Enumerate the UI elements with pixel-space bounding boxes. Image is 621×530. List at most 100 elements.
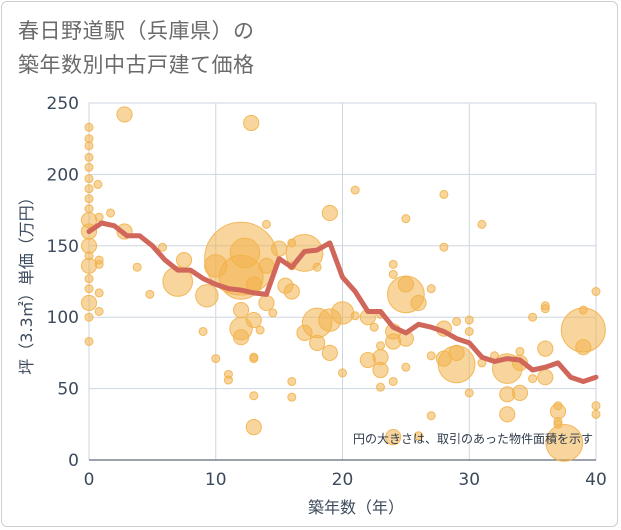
- bubble-point: [376, 382, 386, 392]
- bubble-point: [84, 162, 94, 172]
- y-tick-label: 100: [47, 308, 79, 328]
- y-tick-label: 150: [47, 237, 79, 257]
- bubble-point: [287, 376, 297, 386]
- bubble-point: [410, 294, 427, 312]
- bubble-point: [106, 208, 116, 218]
- bubble-point: [245, 311, 262, 329]
- bubble-point: [249, 391, 259, 401]
- bubble-point: [401, 214, 411, 224]
- bubble-point: [321, 344, 338, 361]
- bubble-point: [195, 284, 219, 308]
- y-tick-label: 250: [47, 94, 79, 114]
- bubble-point: [162, 266, 194, 297]
- bubble-point: [158, 242, 168, 252]
- bubble-point: [261, 219, 271, 229]
- average-price-line: [86, 220, 599, 384]
- trend-line-layer: [86, 220, 599, 384]
- bubble-point: [537, 369, 554, 386]
- bubble-point: [426, 284, 436, 294]
- bubble-point: [94, 288, 104, 298]
- bubble-point: [309, 334, 326, 352]
- bubble-point: [145, 289, 155, 299]
- bubble-point: [93, 179, 103, 189]
- bubble-point: [249, 354, 259, 364]
- x-tick-label: 10: [205, 470, 227, 490]
- bubble-point: [84, 152, 94, 162]
- bubble-point: [591, 409, 601, 419]
- bubble-point: [330, 301, 355, 325]
- bubble-point: [84, 204, 94, 214]
- bubble-point: [528, 374, 538, 384]
- y-axis-label: 坪（3.3㎡）単価（万円）: [17, 189, 36, 374]
- bubble-point: [414, 431, 424, 441]
- bubble-point: [211, 354, 221, 364]
- bubble-point: [426, 411, 436, 421]
- bubble-point: [132, 262, 142, 272]
- bubble-point: [549, 403, 567, 420]
- bubble-point: [321, 204, 338, 222]
- bubble-point: [80, 257, 98, 274]
- bubble-point: [80, 294, 98, 312]
- bubble-point: [94, 259, 104, 269]
- x-tick-label: 40: [585, 470, 607, 490]
- chart-title-line1: 春日野道駅（兵庫県）の: [18, 19, 255, 43]
- bubble-point: [540, 304, 550, 314]
- bubble-point: [198, 326, 208, 336]
- bubble-point: [233, 301, 250, 319]
- y-tick-label: 0: [68, 451, 79, 471]
- bubble-point: [84, 284, 94, 294]
- bubble-point: [499, 406, 516, 423]
- bubble-point: [464, 326, 474, 336]
- size-note: 円の大きさは、取引のあった物件面積を示す: [353, 431, 593, 446]
- tick-labels: 0 50 100 150 200 250 0 10 20 30 40: [47, 94, 607, 490]
- y-tick-label: 50: [57, 380, 79, 400]
- bubble-point: [369, 322, 379, 332]
- bubble-point: [388, 259, 398, 269]
- bubble-point: [338, 368, 347, 378]
- bubble-point: [271, 240, 288, 257]
- bubble-point: [537, 340, 554, 357]
- bubble-point: [258, 257, 275, 274]
- bubble-point: [388, 376, 398, 386]
- bubble-point: [372, 361, 389, 379]
- bubble-point: [84, 184, 94, 194]
- bubble-point: [84, 141, 94, 151]
- chart-title: 春日野道駅（兵庫県）の 築年数別中古戸建て価格: [18, 14, 255, 82]
- bubble-point: [94, 212, 104, 222]
- bubble-point: [258, 294, 275, 312]
- bubble-point: [350, 311, 360, 321]
- bubble-point: [94, 306, 104, 316]
- bubble-point: [591, 286, 601, 296]
- x-tick-label: 20: [332, 470, 354, 490]
- x-tick-label: 0: [84, 470, 95, 490]
- bubble-point: [528, 312, 538, 322]
- bubble-point: [229, 237, 261, 269]
- bubble-point: [350, 185, 360, 195]
- bubble-point: [312, 262, 322, 272]
- bubble-point: [591, 401, 601, 411]
- bubble-point: [223, 375, 233, 385]
- bubble-point: [175, 251, 193, 269]
- bubble-point: [452, 316, 462, 326]
- bubble-point: [545, 423, 584, 462]
- bubble-point: [439, 189, 449, 199]
- bubble-point: [515, 346, 525, 356]
- bubble-point: [84, 274, 94, 284]
- bubble-point: [464, 388, 474, 398]
- bubble-point: [245, 419, 262, 436]
- bubble-point: [84, 122, 94, 132]
- bubble-point: [84, 194, 94, 204]
- bubble-point: [287, 392, 297, 402]
- bubble-point: [233, 329, 250, 346]
- bubble-point: [255, 325, 265, 335]
- bubble-point: [84, 174, 94, 184]
- bubble-point: [388, 269, 398, 279]
- bubble-point: [80, 237, 98, 254]
- bubble-point: [283, 283, 300, 300]
- bubble-point: [477, 219, 487, 229]
- bubble-point: [464, 315, 474, 325]
- bubble-point: [268, 308, 278, 318]
- bubble-point: [376, 341, 386, 351]
- bubble-point: [243, 114, 260, 132]
